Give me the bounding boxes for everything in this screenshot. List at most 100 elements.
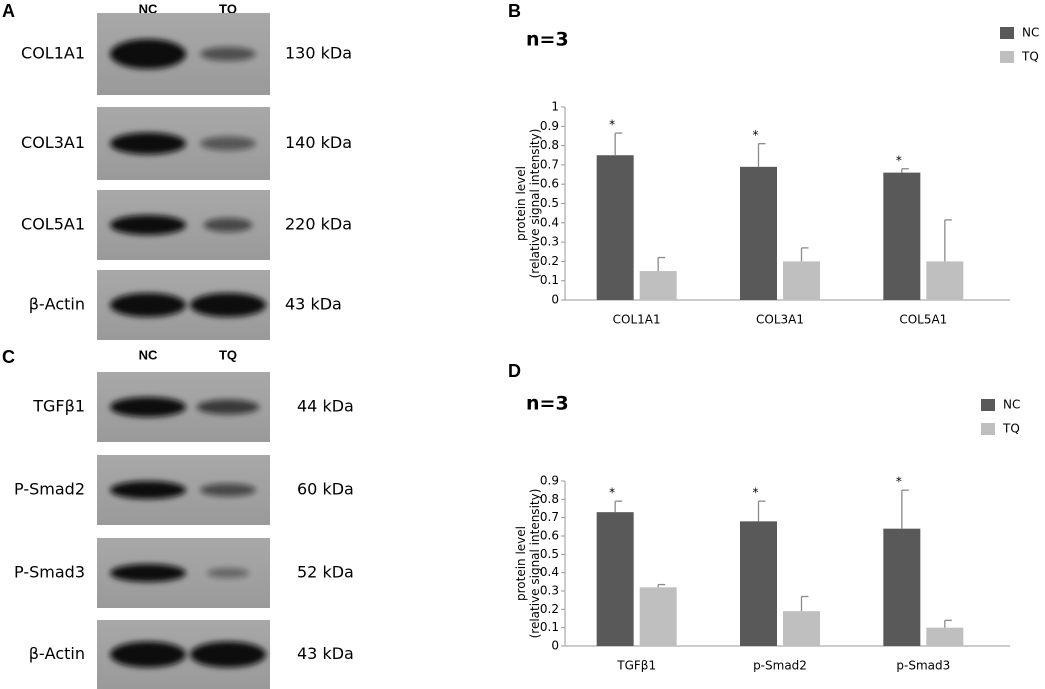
protein-label: TGFβ1: [32, 397, 85, 416]
size-label: 44 kDa: [297, 397, 354, 416]
x-tick-label: COL5A1: [899, 313, 947, 327]
band: [200, 47, 256, 61]
lane-label: NC: [139, 347, 158, 362]
size-label: 60 kDa: [297, 480, 354, 499]
chart-title: n=3: [526, 393, 569, 415]
error-bar: [800, 595, 809, 612]
significance-mark: *: [753, 128, 759, 142]
y-axis-title: protein level(relative signal intensity): [514, 129, 542, 279]
y-tick-label: 0.5: [540, 547, 559, 561]
y-tick-label: 0.6: [540, 529, 559, 543]
y-tick-label: 0.5: [540, 196, 559, 210]
error-bar: [800, 247, 809, 262]
band: [110, 39, 186, 69]
significance-mark: *: [896, 153, 902, 167]
y-tick-label: 0: [551, 639, 559, 653]
y-tick-label: 0.3: [540, 584, 559, 598]
band: [190, 641, 266, 668]
band: [200, 136, 256, 151]
legend-swatch: [981, 399, 995, 411]
size-label: 43 kDa: [297, 644, 354, 663]
legend-label: TQ: [1021, 50, 1039, 64]
y-tick-label: 0.7: [540, 157, 559, 171]
y-tick-label: 0.8: [540, 492, 559, 506]
error-bar: [901, 168, 909, 173]
panel-letter: B: [508, 1, 521, 21]
lane-label: NC: [139, 1, 158, 16]
significance-mark: *: [609, 118, 615, 132]
band: [207, 568, 249, 578]
band: [110, 481, 186, 499]
band: [110, 397, 186, 417]
band: [110, 293, 186, 317]
x-tick-label: TGFβ1: [616, 659, 656, 673]
band: [190, 293, 266, 317]
x-tick-label: COL1A1: [613, 313, 661, 327]
x-tick-label: p-Smad2: [753, 659, 807, 673]
band: [110, 215, 186, 235]
size-label: 43 kDa: [285, 295, 342, 314]
y-tick-label: 0: [551, 293, 559, 307]
y-tick-label: 0.4: [540, 215, 559, 229]
x-tick-label: p-Smad3: [896, 659, 950, 673]
y-tick-label: 0.1: [540, 620, 559, 634]
legend-label: NC: [1022, 26, 1039, 40]
bar: [783, 611, 820, 646]
y-tick-label: 0.4: [540, 565, 559, 579]
legend-label: TQ: [1002, 422, 1020, 436]
bar: [926, 627, 964, 646]
error-bar: [944, 219, 952, 262]
x-tick-label: COL3A1: [756, 313, 804, 327]
y-tick-label: 0.3: [540, 235, 559, 249]
y-tick-label: 0.1: [540, 273, 559, 287]
y-axis-title-line: protein level: [514, 526, 528, 601]
protein-label: P-Smad3: [14, 563, 85, 582]
error-bar: [944, 619, 952, 628]
error-bar: [757, 500, 766, 522]
y-axis-title-line: (relative signal intensity): [528, 129, 542, 279]
bar: [596, 155, 634, 300]
lane-label: TQ: [219, 1, 237, 16]
band: [203, 218, 253, 232]
bar: [596, 512, 634, 646]
legend-swatch: [981, 423, 995, 435]
legend-label: NC: [1003, 398, 1020, 412]
panel-letter: D: [508, 361, 521, 381]
bar: [926, 261, 964, 300]
y-tick-label: 0.2: [540, 602, 559, 616]
error-bar: [657, 256, 666, 272]
lane-label: TQ: [219, 347, 237, 362]
bar: [639, 271, 677, 300]
y-axis-title: protein level(relative signal intensity): [514, 489, 542, 639]
bar: [639, 587, 677, 646]
error-bar: [901, 489, 909, 529]
bar: [740, 166, 777, 300]
bar: [783, 261, 820, 300]
y-axis-title-line: protein level: [514, 166, 528, 241]
band: [110, 132, 186, 155]
protein-label: β-Actin: [29, 644, 85, 663]
y-tick-label: 1: [551, 100, 559, 114]
band: [110, 641, 186, 668]
size-label: 140 kDa: [285, 133, 352, 152]
size-label: 52 kDa: [297, 563, 354, 582]
y-tick-label: 0.7: [540, 510, 559, 524]
protein-label: COL3A1: [21, 133, 85, 152]
significance-mark: *: [896, 475, 902, 489]
legend-swatch: [1000, 27, 1014, 39]
size-label: 220 kDa: [285, 215, 352, 234]
band: [110, 564, 186, 582]
error-bar: [757, 143, 766, 167]
y-tick-label: 0.2: [540, 254, 559, 268]
bar: [740, 521, 777, 646]
error-bar: [614, 500, 623, 513]
chart-title: n=3: [526, 29, 569, 51]
bar: [883, 528, 921, 646]
error-bar: [614, 132, 623, 156]
band: [200, 483, 256, 497]
y-tick-label: 0.9: [540, 119, 559, 133]
legend-swatch: [1000, 51, 1014, 63]
bar: [883, 172, 921, 300]
error-bar: [657, 583, 666, 588]
